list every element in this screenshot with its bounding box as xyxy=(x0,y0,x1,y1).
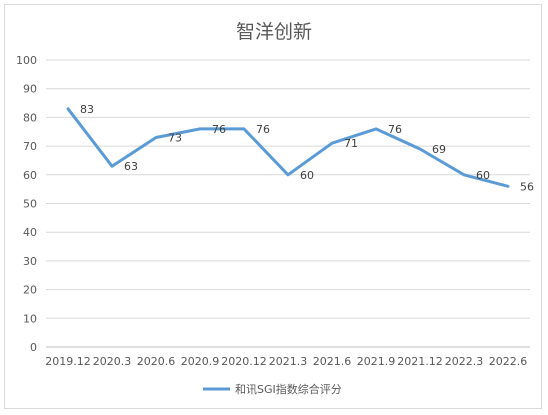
y-tick-label: 40 xyxy=(23,226,37,239)
data-point xyxy=(199,128,201,130)
data-labels: 83 63 73 76 76 60 71 76 69 60 56 xyxy=(80,103,534,193)
data-label: 76 xyxy=(388,123,402,136)
y-tick-label: 10 xyxy=(23,312,37,325)
series-group xyxy=(66,107,510,188)
data-point xyxy=(331,142,333,144)
chart-title: 智洋创新 xyxy=(236,21,312,43)
data-point xyxy=(419,148,421,150)
x-tick-label: 2022.6 xyxy=(489,355,528,368)
y-tick-label: 90 xyxy=(23,83,37,96)
x-tick-label: 2020.3 xyxy=(93,355,132,368)
data-label: 83 xyxy=(80,103,94,116)
x-tick-label: 2021.6 xyxy=(313,355,352,368)
data-label: 69 xyxy=(432,143,446,156)
x-tick-label: 2019.12 xyxy=(45,355,91,368)
data-point xyxy=(111,165,113,167)
data-point xyxy=(375,128,377,130)
data-point xyxy=(155,136,157,138)
x-tick-label: 2021.12 xyxy=(397,355,443,368)
chart-frame xyxy=(4,4,542,409)
x-axis-ticks: 2019.12 2020.3 2020.6 2020.9 2020.12 2021.3 20… xyxy=(45,355,527,368)
data-label: 71 xyxy=(344,137,358,150)
data-label: 63 xyxy=(124,160,138,173)
data-label: 76 xyxy=(256,123,270,136)
x-tick-label: 2020.12 xyxy=(221,355,267,368)
y-tick-label: 50 xyxy=(23,198,37,211)
legend-label: 和讯SGI指数综合评分 xyxy=(235,382,342,396)
y-tick-label: 20 xyxy=(23,284,37,297)
legend: 和讯SGI指数综合评分 xyxy=(203,382,342,396)
y-tick-label: 0 xyxy=(30,341,37,354)
data-label: 56 xyxy=(520,180,534,193)
data-label: 73 xyxy=(168,131,182,144)
data-label: 76 xyxy=(212,123,226,136)
data-label: 60 xyxy=(476,169,490,182)
data-point xyxy=(287,174,289,176)
y-tick-label: 70 xyxy=(23,140,37,153)
y-axis-ticks: 0 10 20 30 40 50 60 70 80 90 100 xyxy=(16,54,37,354)
grid-lines xyxy=(46,59,530,348)
data-point xyxy=(67,108,69,110)
x-tick-label: 2022.3 xyxy=(445,355,484,368)
y-tick-label: 60 xyxy=(23,169,37,182)
y-tick-label: 100 xyxy=(16,54,37,67)
x-tick-label: 2020.9 xyxy=(181,355,220,368)
x-tick-label: 2021.9 xyxy=(357,355,396,368)
data-point xyxy=(243,128,245,130)
data-point xyxy=(463,174,465,176)
y-tick-label: 80 xyxy=(23,111,37,124)
y-tick-label: 30 xyxy=(23,255,37,268)
data-label: 60 xyxy=(300,169,314,182)
data-point xyxy=(507,185,509,187)
x-tick-label: 2021.3 xyxy=(269,355,308,368)
x-tick-label: 2020.6 xyxy=(137,355,176,368)
